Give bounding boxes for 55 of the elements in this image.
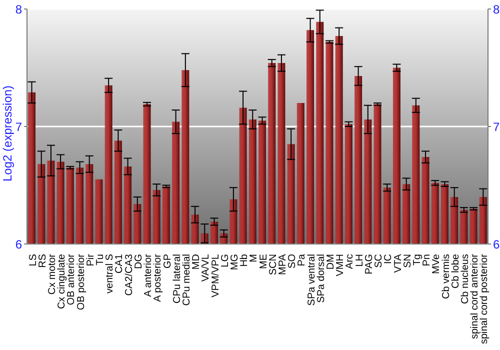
x-tick-label: M: [248, 254, 260, 262]
x-tick-label: CPu lateral: [172, 254, 183, 304]
x-tick-label: Pir: [85, 253, 96, 266]
y2-tick-label: 6: [493, 237, 500, 252]
x-tick-label: Cb vermis: [440, 254, 452, 300]
x-tick-label: SPa dorsal: [316, 254, 327, 303]
x-tick-label: LG: [220, 254, 231, 268]
x-tick-label: Cb nucleus: [460, 254, 471, 304]
x-tick-label: OB posterior: [76, 253, 87, 310]
x-tick-label: SCN: [268, 254, 279, 276]
x-tick-label: PAG: [364, 254, 375, 274]
x-tick-label: VA/VL: [200, 254, 212, 282]
x-tick-label: Cx motor: [47, 253, 58, 295]
x-tick-label: IC: [383, 254, 394, 264]
x-tick-label: spinal cord posterior: [479, 253, 490, 344]
x-tick-label: Cb lobe: [450, 254, 462, 288]
x-tick-label: DM: [326, 254, 337, 270]
x-tick-label: SO: [287, 254, 298, 268]
x-tick-label: MD: [191, 254, 202, 270]
x-tick-label: VTA: [392, 254, 404, 273]
x-tick-label: SN: [402, 254, 414, 268]
x-tick-label: VMH: [335, 254, 346, 276]
y-tick-label: 7: [15, 120, 22, 134]
x-tick-label: Hb: [239, 254, 250, 267]
x-tick-label: Tg: [412, 254, 423, 266]
x-tick-label: SC: [374, 254, 385, 268]
x-tick-label: CA1: [114, 254, 126, 274]
x-tick-label: MG: [229, 254, 240, 270]
x-tick-label: Pa: [296, 254, 308, 266]
y-tick-label: 8: [15, 2, 22, 16]
y2-tick-label: 8: [493, 2, 500, 16]
x-tick-label: ME: [258, 254, 270, 269]
x-tick-label: Cx cingulate: [56, 254, 68, 310]
x-tick-label: MVe: [431, 254, 442, 274]
x-tick-label: CA2/CA3: [124, 254, 135, 296]
x-tick-label: CPu medial: [181, 254, 192, 306]
x-tick-label: SPa ventral: [306, 254, 318, 306]
x-tick-label: A posterior: [152, 253, 164, 302]
x-tick-label: A anterior: [143, 253, 154, 297]
y-axis-title: Log2 (expression): [0, 85, 14, 182]
x-tick-label: LS: [28, 254, 39, 266]
y-tick-label: 6: [15, 237, 22, 252]
x-tick-label: OB anterior: [66, 253, 78, 306]
x-tick-label: DG: [133, 254, 144, 269]
x-tick-label: GP: [162, 254, 174, 268]
x-tick-label: spinal cord anterior: [470, 253, 481, 340]
x-tick-label: ventral S: [104, 254, 116, 294]
x-tick-label: Tu: [95, 254, 106, 266]
x-tick-label: Arc: [344, 254, 356, 269]
x-tick-label: LH: [354, 254, 366, 267]
x-tick-label: RS: [37, 254, 48, 268]
x-tick-label: Pn: [422, 254, 433, 266]
x-tick-label: VPM/VPL: [210, 254, 222, 298]
x-tick-label: MPA: [278, 254, 289, 275]
y2-tick-label: 7: [493, 120, 500, 134]
